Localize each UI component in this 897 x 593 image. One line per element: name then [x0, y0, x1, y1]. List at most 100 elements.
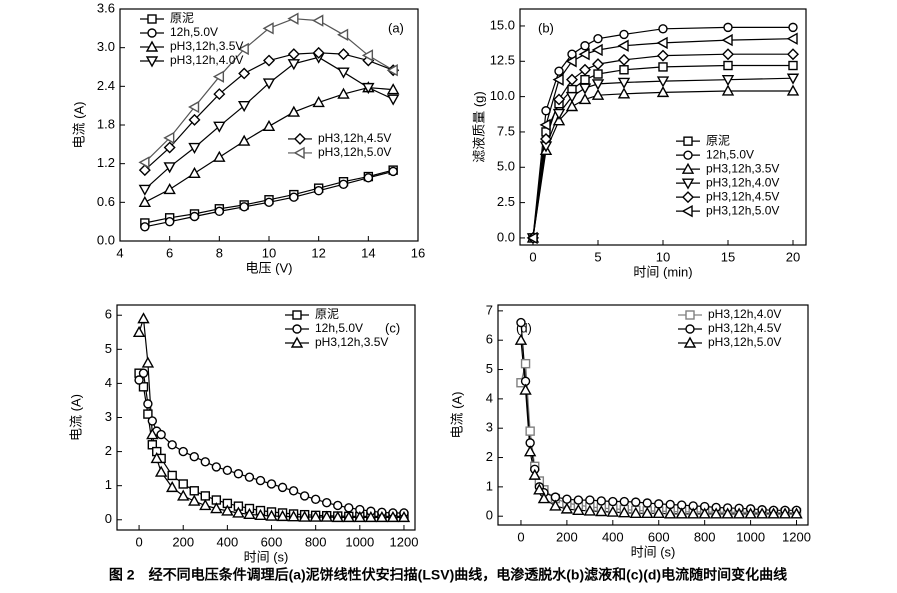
marker [232, 506, 245, 518]
y-tick-label: 10.0 [490, 88, 515, 103]
x-axis-label: 时间 (min) [633, 264, 692, 279]
marker [565, 91, 579, 104]
marker [591, 88, 605, 100]
marker [287, 510, 300, 522]
marker [294, 132, 306, 145]
marker [188, 100, 200, 114]
marker [262, 78, 276, 90]
marker [790, 507, 803, 519]
marker [163, 131, 175, 145]
x-tick-label: 12 [311, 245, 325, 260]
marker [386, 83, 400, 95]
y-tick-label: 0.0 [97, 232, 115, 247]
x-tick-label: 1200 [782, 529, 811, 544]
marker [514, 333, 528, 345]
marker [683, 336, 697, 348]
x-tick-label: 0 [135, 534, 142, 549]
y-tick-label: 0 [486, 508, 493, 523]
marker [566, 73, 578, 86]
marker [322, 498, 332, 508]
marker [362, 82, 375, 95]
marker [138, 368, 149, 378]
marker [189, 452, 199, 462]
marker [178, 479, 188, 489]
marker [138, 382, 149, 392]
series-line [532, 26, 793, 238]
marker [264, 197, 274, 208]
marker [519, 383, 532, 395]
marker [788, 60, 798, 71]
y-tick-label: 0.6 [97, 194, 115, 209]
y-axis-label: 滤液质量 (g) [471, 91, 486, 163]
x-tick-label: 600 [648, 529, 670, 544]
marker [375, 510, 389, 523]
x-tick-label: 1200 [390, 534, 419, 549]
marker [363, 173, 374, 183]
marker [606, 505, 620, 517]
marker [292, 310, 302, 320]
marker [537, 492, 551, 504]
marker [554, 66, 564, 76]
marker [565, 55, 577, 68]
y-tick-label: 12.5 [490, 53, 515, 68]
marker [778, 507, 792, 519]
marker [683, 136, 693, 146]
marker [732, 507, 746, 519]
caption: 图 2 经不同电压条件调理后(a)泥饼线性伏安扫描(LSV)曲线，电渗透脱水(b… [109, 567, 787, 583]
marker [560, 502, 574, 514]
y-tick-label: 7.5 [497, 123, 515, 138]
x-tick-label: 800 [305, 534, 327, 549]
marker [386, 94, 400, 106]
series-line [520, 363, 797, 514]
marker [593, 33, 603, 44]
y-tick-label: 7 [486, 302, 493, 317]
marker [685, 310, 695, 320]
y-tick-label: 2 [105, 443, 112, 458]
marker [619, 65, 629, 75]
marker [150, 451, 163, 464]
marker [709, 507, 723, 519]
marker [562, 494, 572, 504]
panel-label: (c) [385, 320, 400, 335]
marker [549, 499, 562, 511]
marker [364, 510, 378, 523]
legend-label: pH3,12h,5.0V [706, 203, 779, 217]
y-tick-label: 5 [105, 341, 112, 356]
marker [163, 141, 176, 154]
marker [344, 503, 354, 513]
y-tick-label: 3.6 [97, 0, 115, 15]
marker [572, 503, 585, 516]
y-axis-label: 电流 (A) [68, 394, 83, 441]
marker [320, 510, 333, 522]
marker [337, 28, 349, 41]
legend-label: 原泥 [170, 11, 194, 25]
marker [593, 69, 603, 79]
legend-label: 12h,5.0V [315, 321, 363, 335]
marker [154, 465, 168, 477]
legend-label: pH3,12h,3.5V [315, 335, 388, 349]
marker [786, 84, 800, 96]
marker [200, 491, 210, 501]
marker [619, 496, 629, 507]
marker [767, 507, 780, 519]
marker [397, 510, 411, 523]
marker [210, 502, 223, 514]
y-tick-label: 0.0 [497, 229, 515, 244]
marker [188, 142, 201, 154]
x-axis-label: 时间 (s) [631, 544, 676, 559]
y-tick-label: 2 [486, 449, 493, 464]
y-tick-label: 0 [105, 511, 112, 526]
marker [333, 500, 343, 511]
marker [163, 183, 176, 195]
marker [237, 134, 251, 146]
marker [675, 507, 688, 519]
marker [331, 510, 344, 523]
marker [786, 32, 798, 45]
marker [289, 192, 299, 202]
marker [276, 509, 289, 522]
marker [618, 506, 631, 518]
marker [212, 70, 225, 83]
x-tick-label: 800 [694, 529, 716, 544]
x-tick-label: 14 [361, 245, 375, 260]
x-tick-label: 6 [166, 245, 173, 260]
